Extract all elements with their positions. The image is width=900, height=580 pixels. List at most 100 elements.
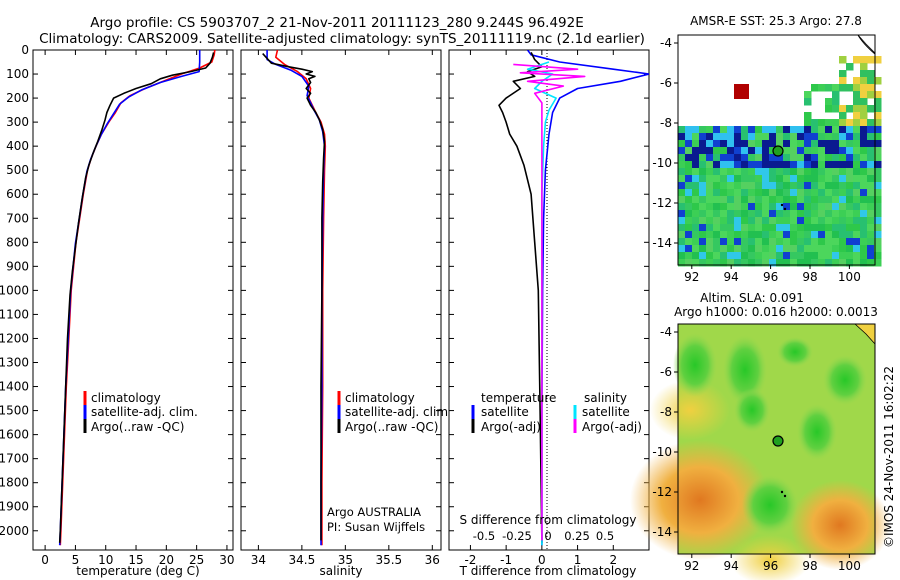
sla-low-patch bbox=[734, 388, 770, 432]
sst-cell bbox=[853, 105, 861, 113]
sst-cell bbox=[804, 147, 812, 155]
sst-cell bbox=[874, 259, 882, 267]
sst-cell bbox=[699, 196, 707, 204]
sst-cell bbox=[839, 105, 847, 113]
difference-panel: -2 -1 0 1 2 S difference from climatology -0… bbox=[448, 49, 650, 578]
sst-cell bbox=[846, 168, 854, 176]
map-y-tick-label: -12 bbox=[652, 485, 672, 499]
sst-cell bbox=[734, 133, 742, 141]
sst-cell bbox=[783, 133, 791, 141]
sst-cell bbox=[867, 196, 875, 204]
sst-cell bbox=[762, 161, 770, 169]
sst-cell bbox=[685, 203, 693, 211]
sst-cell bbox=[748, 231, 756, 239]
sst-cell bbox=[692, 154, 700, 162]
sst-cell bbox=[776, 231, 784, 239]
sst-cell bbox=[867, 231, 875, 239]
sst-cell bbox=[685, 231, 693, 239]
sst-cell bbox=[692, 203, 700, 211]
sst-cell bbox=[699, 168, 707, 176]
map-y-tick-label: -4 bbox=[660, 325, 672, 339]
salinity-profiles bbox=[262, 50, 327, 546]
sst-cell bbox=[741, 175, 749, 183]
sst-cell bbox=[692, 224, 700, 232]
sst-cell bbox=[804, 203, 812, 211]
t-difference-axis-label: T difference from climatology bbox=[459, 564, 637, 578]
sst-cell bbox=[727, 189, 735, 197]
depth-tick-label: 200 bbox=[6, 91, 29, 105]
sst-cell bbox=[769, 154, 777, 162]
sst-cell bbox=[699, 126, 707, 134]
sst-cell bbox=[678, 154, 686, 162]
sst-cell bbox=[860, 210, 868, 218]
sst-cell bbox=[769, 133, 777, 141]
sst-cell bbox=[713, 259, 721, 267]
sst-cell bbox=[839, 182, 847, 190]
sst-cell bbox=[853, 98, 861, 106]
sst-cell bbox=[846, 140, 854, 148]
sst-cell bbox=[804, 189, 812, 197]
sst-cell bbox=[727, 231, 735, 239]
sst-cell bbox=[727, 147, 735, 155]
sst-cell bbox=[825, 245, 833, 253]
sst-cell bbox=[797, 175, 805, 183]
sst-cell bbox=[734, 154, 742, 162]
legend-label-climatology: climatology bbox=[91, 391, 161, 405]
temperature-profiles bbox=[58, 50, 216, 546]
sst-cell bbox=[832, 210, 840, 218]
sst-cell bbox=[839, 210, 847, 218]
s-diff-tick-label: 0.25 bbox=[564, 529, 590, 543]
sst-cell bbox=[776, 175, 784, 183]
sst-cell bbox=[853, 259, 861, 267]
sst-cell bbox=[832, 182, 840, 190]
sst-cell bbox=[832, 133, 840, 141]
sst-cell bbox=[874, 210, 882, 218]
sst-cell bbox=[825, 133, 833, 141]
sst-cell bbox=[867, 259, 875, 267]
sst-cell bbox=[762, 210, 770, 218]
map-y-tick-label: -6 bbox=[660, 365, 672, 379]
sst-cell bbox=[790, 154, 798, 162]
sst-cell bbox=[699, 224, 707, 232]
sst-cell bbox=[797, 147, 805, 155]
sst-cell bbox=[713, 217, 721, 225]
sst-cell bbox=[720, 154, 728, 162]
sst-cell bbox=[692, 238, 700, 246]
sst-cell bbox=[874, 98, 882, 106]
sst-cell bbox=[755, 252, 763, 260]
sst-cell bbox=[825, 210, 833, 218]
sst-cell bbox=[846, 119, 854, 127]
sst-cell bbox=[699, 245, 707, 253]
depth-tick-label: 700 bbox=[6, 211, 29, 225]
sst-cell bbox=[706, 224, 714, 232]
sst-cell bbox=[797, 203, 805, 211]
sst-cell bbox=[720, 175, 728, 183]
sst-cell bbox=[867, 203, 875, 211]
sst-cell bbox=[818, 154, 826, 162]
sst-cell bbox=[762, 203, 770, 211]
sst-cell bbox=[867, 168, 875, 176]
sst-cell bbox=[762, 217, 770, 225]
legend-label-satellite: satellite-adj. clim. bbox=[91, 405, 198, 419]
sst-cell bbox=[769, 203, 777, 211]
salinity-legend: climatology satellite-adj. clim. Argo(..… bbox=[337, 391, 452, 434]
sst-cell bbox=[734, 182, 742, 190]
sst-cell bbox=[706, 203, 714, 211]
float-track-dot bbox=[780, 490, 784, 494]
sst-cell bbox=[832, 189, 840, 197]
sst-cell bbox=[762, 252, 770, 260]
sst-cell bbox=[846, 203, 854, 211]
sst-cell bbox=[692, 252, 700, 260]
sst-cell bbox=[783, 175, 791, 183]
sst-cell bbox=[783, 238, 791, 246]
x-tick-label: 35.5 bbox=[375, 553, 402, 567]
sst-cell bbox=[839, 238, 847, 246]
sst-cell bbox=[713, 161, 721, 169]
sst-cell bbox=[860, 70, 868, 78]
sst-cell bbox=[832, 98, 840, 106]
sst-cell bbox=[790, 245, 798, 253]
sst-cell bbox=[720, 182, 728, 190]
sst-cell bbox=[860, 119, 868, 127]
sst-cell bbox=[713, 231, 721, 239]
sst-cell bbox=[783, 189, 791, 197]
